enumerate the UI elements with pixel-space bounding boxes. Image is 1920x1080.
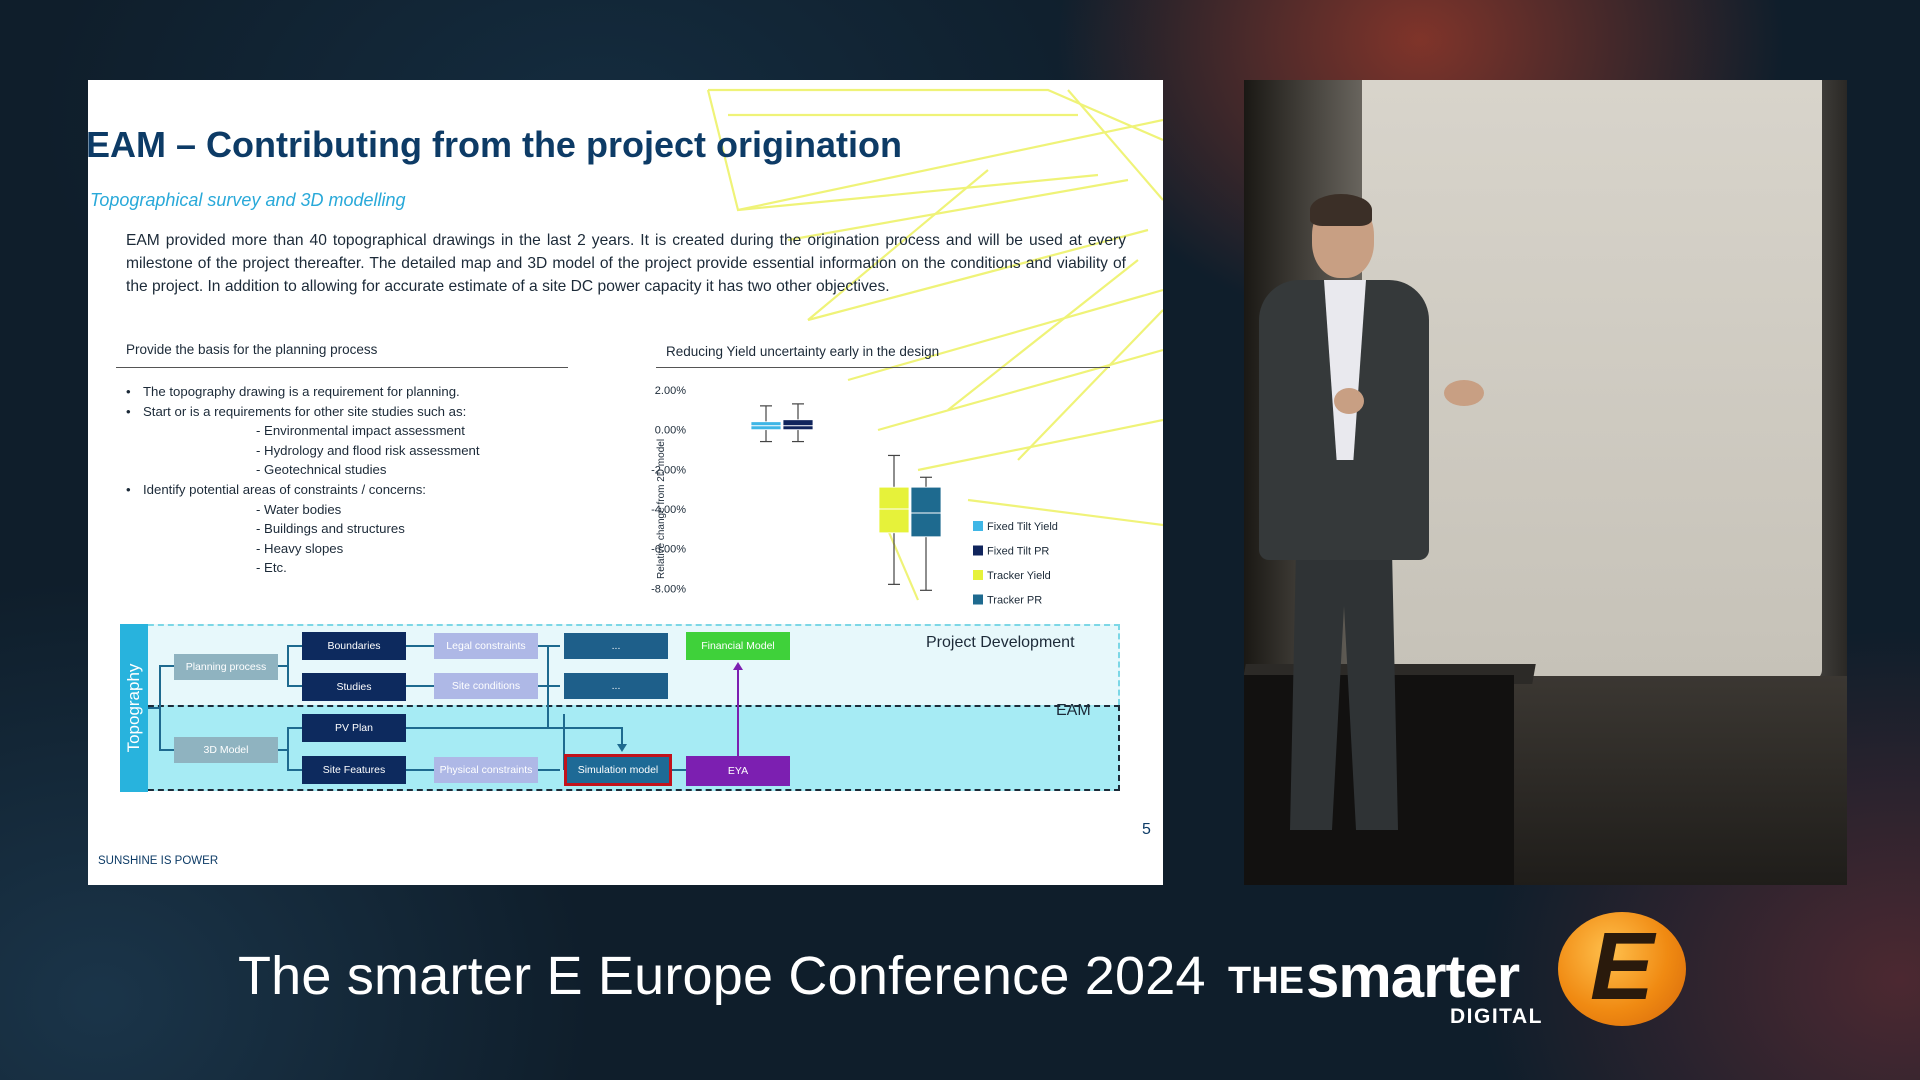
projection-screen	[1362, 80, 1822, 680]
bullet-item: • Identify potential areas of constraints…	[126, 481, 426, 497]
ellipsis-node: ...	[564, 633, 668, 659]
conference-title: The smarter E Europe Conference 2024	[238, 946, 1206, 1006]
legend-label: Tracker PR	[987, 595, 1042, 607]
bullet-subitem: - Etc.	[256, 560, 287, 576]
slide-footer: SUNSHINE IS POWER	[98, 855, 219, 867]
simulation-model-node: Simulation model	[564, 754, 672, 786]
process-diagram: Project Development EAM	[120, 624, 1130, 802]
bullet-list: • The topography drawing is a requirement…	[126, 382, 480, 578]
bullet-subitem: - Environmental impact assessment	[256, 423, 465, 439]
y-tick-label: 2.00%	[655, 385, 686, 397]
page-number: 5	[1142, 821, 1151, 838]
speaker-hair	[1310, 194, 1372, 226]
bullet-subitem: - Geotechnical studies	[256, 462, 387, 478]
site-features-node: Site Features	[302, 756, 406, 784]
y-tick-label: -6.00%	[651, 544, 686, 556]
topography-side-bar: Topography	[120, 624, 148, 792]
eam-label: EAM	[1056, 702, 1091, 719]
y-tick-label: -4.00%	[651, 504, 686, 516]
project-development-label: Project Development	[926, 634, 1075, 651]
slide-subtitle: Topographical survey and 3D modelling	[90, 190, 406, 210]
logo-the-text: THE	[1228, 960, 1304, 1002]
left-heading-rule	[116, 367, 568, 368]
logo-e-badge: E	[1558, 912, 1686, 1026]
sun-rays-decoration	[706, 88, 1163, 601]
logo-smarter-text: smarter	[1306, 943, 1520, 1010]
legend-swatch	[973, 570, 983, 580]
legend-swatch	[973, 521, 983, 531]
slide-paragraph: EAM provided more than 40 topographical …	[126, 232, 1126, 295]
the-smarter-e-digital-logo: THE smarter DIGITAL E	[1228, 912, 1688, 1032]
physical-constraints-node: Physical constraints	[434, 757, 538, 783]
legal-constraints-node: Legal constraints	[434, 633, 538, 659]
bullet-item: • The topography drawing is a requirement…	[126, 384, 460, 399]
presentation-slide: EAM – Contributing from the project orig…	[88, 80, 1163, 885]
slide-title: EAM – Contributing from the project orig…	[88, 124, 902, 165]
studies-node: Studies	[302, 673, 406, 701]
chart-title-rule	[656, 367, 1110, 368]
legend-label: Fixed Tilt PR	[987, 546, 1049, 558]
y-tick-label: -2.00%	[651, 464, 686, 476]
speaker-right-hand	[1444, 380, 1484, 406]
site-conditions-node: Site conditions	[434, 673, 538, 699]
eya-node: EYA	[686, 756, 790, 786]
boundaries-node: Boundaries	[302, 632, 406, 660]
box-tracker-yield	[878, 486, 910, 534]
bullet-subitem: - Buildings and structures	[256, 521, 405, 537]
box-tracker-pr	[910, 486, 942, 538]
logo-digital-text: DIGITAL	[1450, 1005, 1543, 1028]
legend-swatch	[973, 545, 983, 556]
legend-swatch	[973, 594, 983, 605]
bullet-item: • Start or is a requirements for other si…	[126, 403, 467, 419]
y-tick-label: 0.00%	[655, 425, 686, 437]
speaker-video-feed	[1244, 80, 1847, 885]
box-fixed-tilt-pr	[782, 419, 814, 431]
legend-label: Tracker Yield	[987, 570, 1051, 582]
pv-plan-node: PV Plan	[302, 714, 406, 742]
chart-title: Reducing Yield uncertainty early in the …	[666, 344, 940, 359]
legend-label: Fixed Tilt Yield	[987, 521, 1058, 533]
y-tick-label: -8.00%	[651, 583, 686, 595]
planning-process-node: Planning process	[174, 654, 278, 680]
bullet-subitem: - Heavy slopes	[256, 540, 344, 556]
financial-model-node: Financial Model	[686, 632, 790, 660]
speaker-left-hand	[1334, 388, 1364, 414]
3d-model-node: 3D Model	[174, 737, 278, 763]
bullet-subitem: - Water bodies	[256, 501, 342, 517]
y-axis-label: Relative change from 2D model	[656, 439, 667, 579]
bullet-subitem: - Hydrology and flood risk assessment	[256, 442, 480, 458]
left-section-heading: Provide the basis for the planning proce…	[126, 342, 378, 357]
ellipsis-node: ...	[564, 673, 668, 699]
